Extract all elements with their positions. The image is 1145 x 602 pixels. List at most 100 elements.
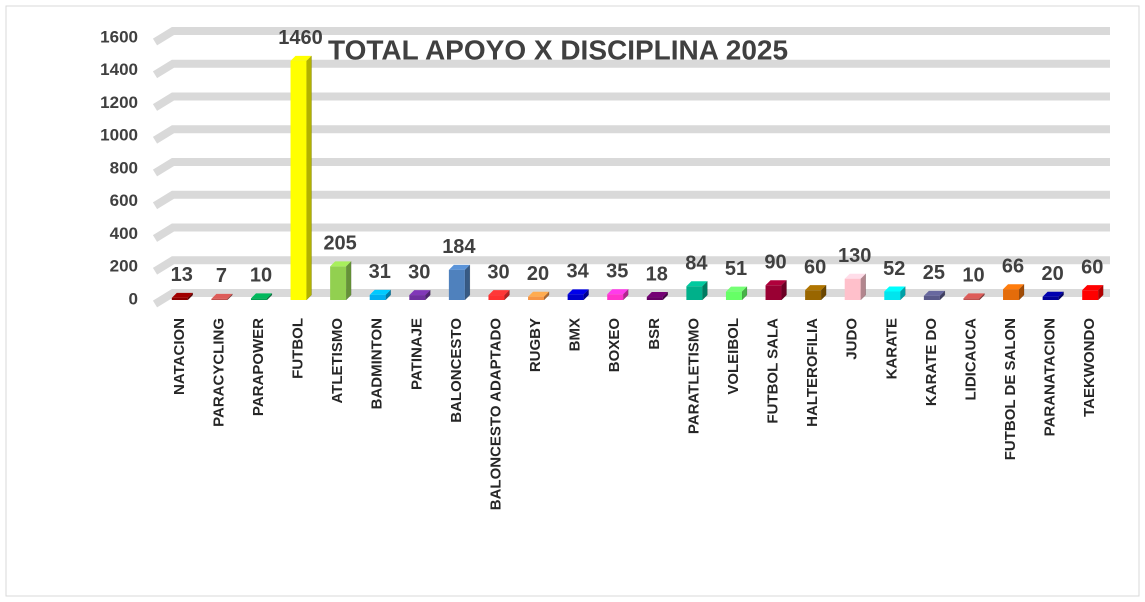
value-label: 20 — [1042, 263, 1064, 285]
y-tick-label: 1600 — [100, 27, 138, 46]
bar-top — [884, 286, 906, 292]
value-label: 10 — [962, 265, 984, 287]
bar — [607, 294, 624, 300]
value-label: 1460 — [278, 27, 323, 49]
x-tick-label: VOLEIBOL — [725, 318, 742, 395]
bar — [686, 286, 703, 300]
x-tick-label: FUTBOL SALA — [765, 318, 782, 424]
value-label: 60 — [1081, 256, 1103, 278]
value-label: 13 — [171, 264, 193, 286]
x-tick-label: BSR — [646, 318, 663, 350]
grid-line — [152, 27, 1110, 46]
x-tick-label: PATINAJE — [408, 318, 425, 390]
value-label: 52 — [883, 258, 905, 280]
bar — [646, 297, 663, 300]
bar — [884, 291, 901, 300]
value-label: 84 — [685, 253, 708, 275]
x-tick-label: FUTBOL DE SALON — [1002, 318, 1019, 460]
value-label: 51 — [725, 258, 747, 280]
grid-line — [152, 92, 1110, 111]
x-tick-label: BALONCESTO — [448, 318, 465, 423]
bar-top — [211, 293, 233, 299]
value-label: 66 — [1002, 255, 1024, 277]
bar-top — [765, 280, 787, 286]
x-tick-label: PARACYCLING — [210, 318, 227, 427]
bar-top — [409, 290, 431, 296]
x-tick-label: FUTBOL — [290, 318, 307, 379]
value-label: 34 — [567, 261, 590, 283]
bar-top — [290, 55, 312, 61]
value-label: 184 — [442, 236, 476, 258]
y-tick-label: 1400 — [100, 60, 138, 79]
bar-top — [725, 286, 747, 292]
grid-line — [152, 59, 1110, 79]
bar — [330, 266, 347, 300]
bar — [369, 294, 386, 300]
y-tick-label: 400 — [110, 224, 138, 243]
grid-line — [152, 289, 1110, 308]
bar — [805, 290, 822, 300]
bar-top — [963, 293, 985, 299]
bar-top — [923, 290, 945, 296]
value-label: 60 — [804, 256, 826, 278]
value-label: 18 — [646, 263, 668, 285]
value-label: 31 — [369, 261, 391, 283]
x-tick-label: LIDICAUCA — [962, 318, 979, 401]
y-tick-label: 1200 — [100, 93, 138, 112]
bar — [765, 285, 782, 300]
x-tick-label: NATACION — [171, 318, 188, 395]
bar — [923, 295, 940, 300]
x-tick-label: PARAPOWER — [250, 318, 267, 416]
x-tick-label: TAEKWONDO — [1081, 318, 1098, 417]
bar — [844, 278, 861, 300]
bar-side — [345, 260, 352, 301]
value-label: 20 — [527, 263, 549, 285]
y-tick-label: 600 — [110, 191, 138, 210]
bar-top — [686, 281, 708, 287]
bar — [725, 291, 742, 300]
y-tick-label: 800 — [110, 158, 138, 177]
bar-top — [844, 273, 866, 279]
bar-top — [567, 289, 589, 295]
x-tick-label: BOXEO — [606, 318, 623, 373]
value-label: 130 — [838, 245, 871, 267]
bar — [290, 60, 307, 300]
bar — [448, 269, 465, 300]
bar-top — [646, 292, 668, 298]
bar — [963, 298, 980, 300]
bar — [171, 297, 188, 300]
x-tick-label: PARANATACION — [1042, 318, 1059, 436]
chart-border — [5, 5, 1140, 597]
grid-line — [152, 223, 1110, 242]
value-label: 25 — [923, 262, 945, 284]
bar — [567, 294, 584, 300]
x-tick-label: BALONCESTO ADAPTADO — [487, 318, 504, 511]
bar — [528, 296, 545, 300]
grid-line — [152, 158, 1110, 177]
bar-top — [805, 285, 827, 291]
value-label: 30 — [487, 261, 509, 283]
bar-top — [1042, 291, 1064, 297]
y-tick-label: 1000 — [100, 126, 138, 145]
value-label: 35 — [606, 261, 628, 283]
bar — [488, 295, 505, 300]
x-tick-label: KARATE — [883, 318, 900, 379]
x-tick-label: BMX — [567, 318, 584, 351]
bar — [250, 298, 267, 300]
chart-title: TOTAL APOYO X DISCIPLINA 2025 — [328, 34, 788, 65]
grid-line — [152, 125, 1110, 144]
bar — [211, 298, 228, 300]
value-label: 90 — [764, 252, 786, 274]
bar-side — [464, 264, 471, 301]
bar-top — [330, 261, 352, 267]
value-label: 30 — [408, 261, 430, 283]
bar-top — [1082, 285, 1104, 291]
x-tick-label: BADMINTON — [369, 318, 386, 409]
bar-top — [528, 291, 550, 297]
grid-line — [152, 256, 1110, 275]
x-tick-label: ATLETISMO — [329, 318, 346, 404]
y-tick-label: 0 — [129, 289, 138, 308]
y-tick-label: 200 — [110, 257, 138, 276]
x-tick-label: KARATE DO — [923, 318, 940, 406]
